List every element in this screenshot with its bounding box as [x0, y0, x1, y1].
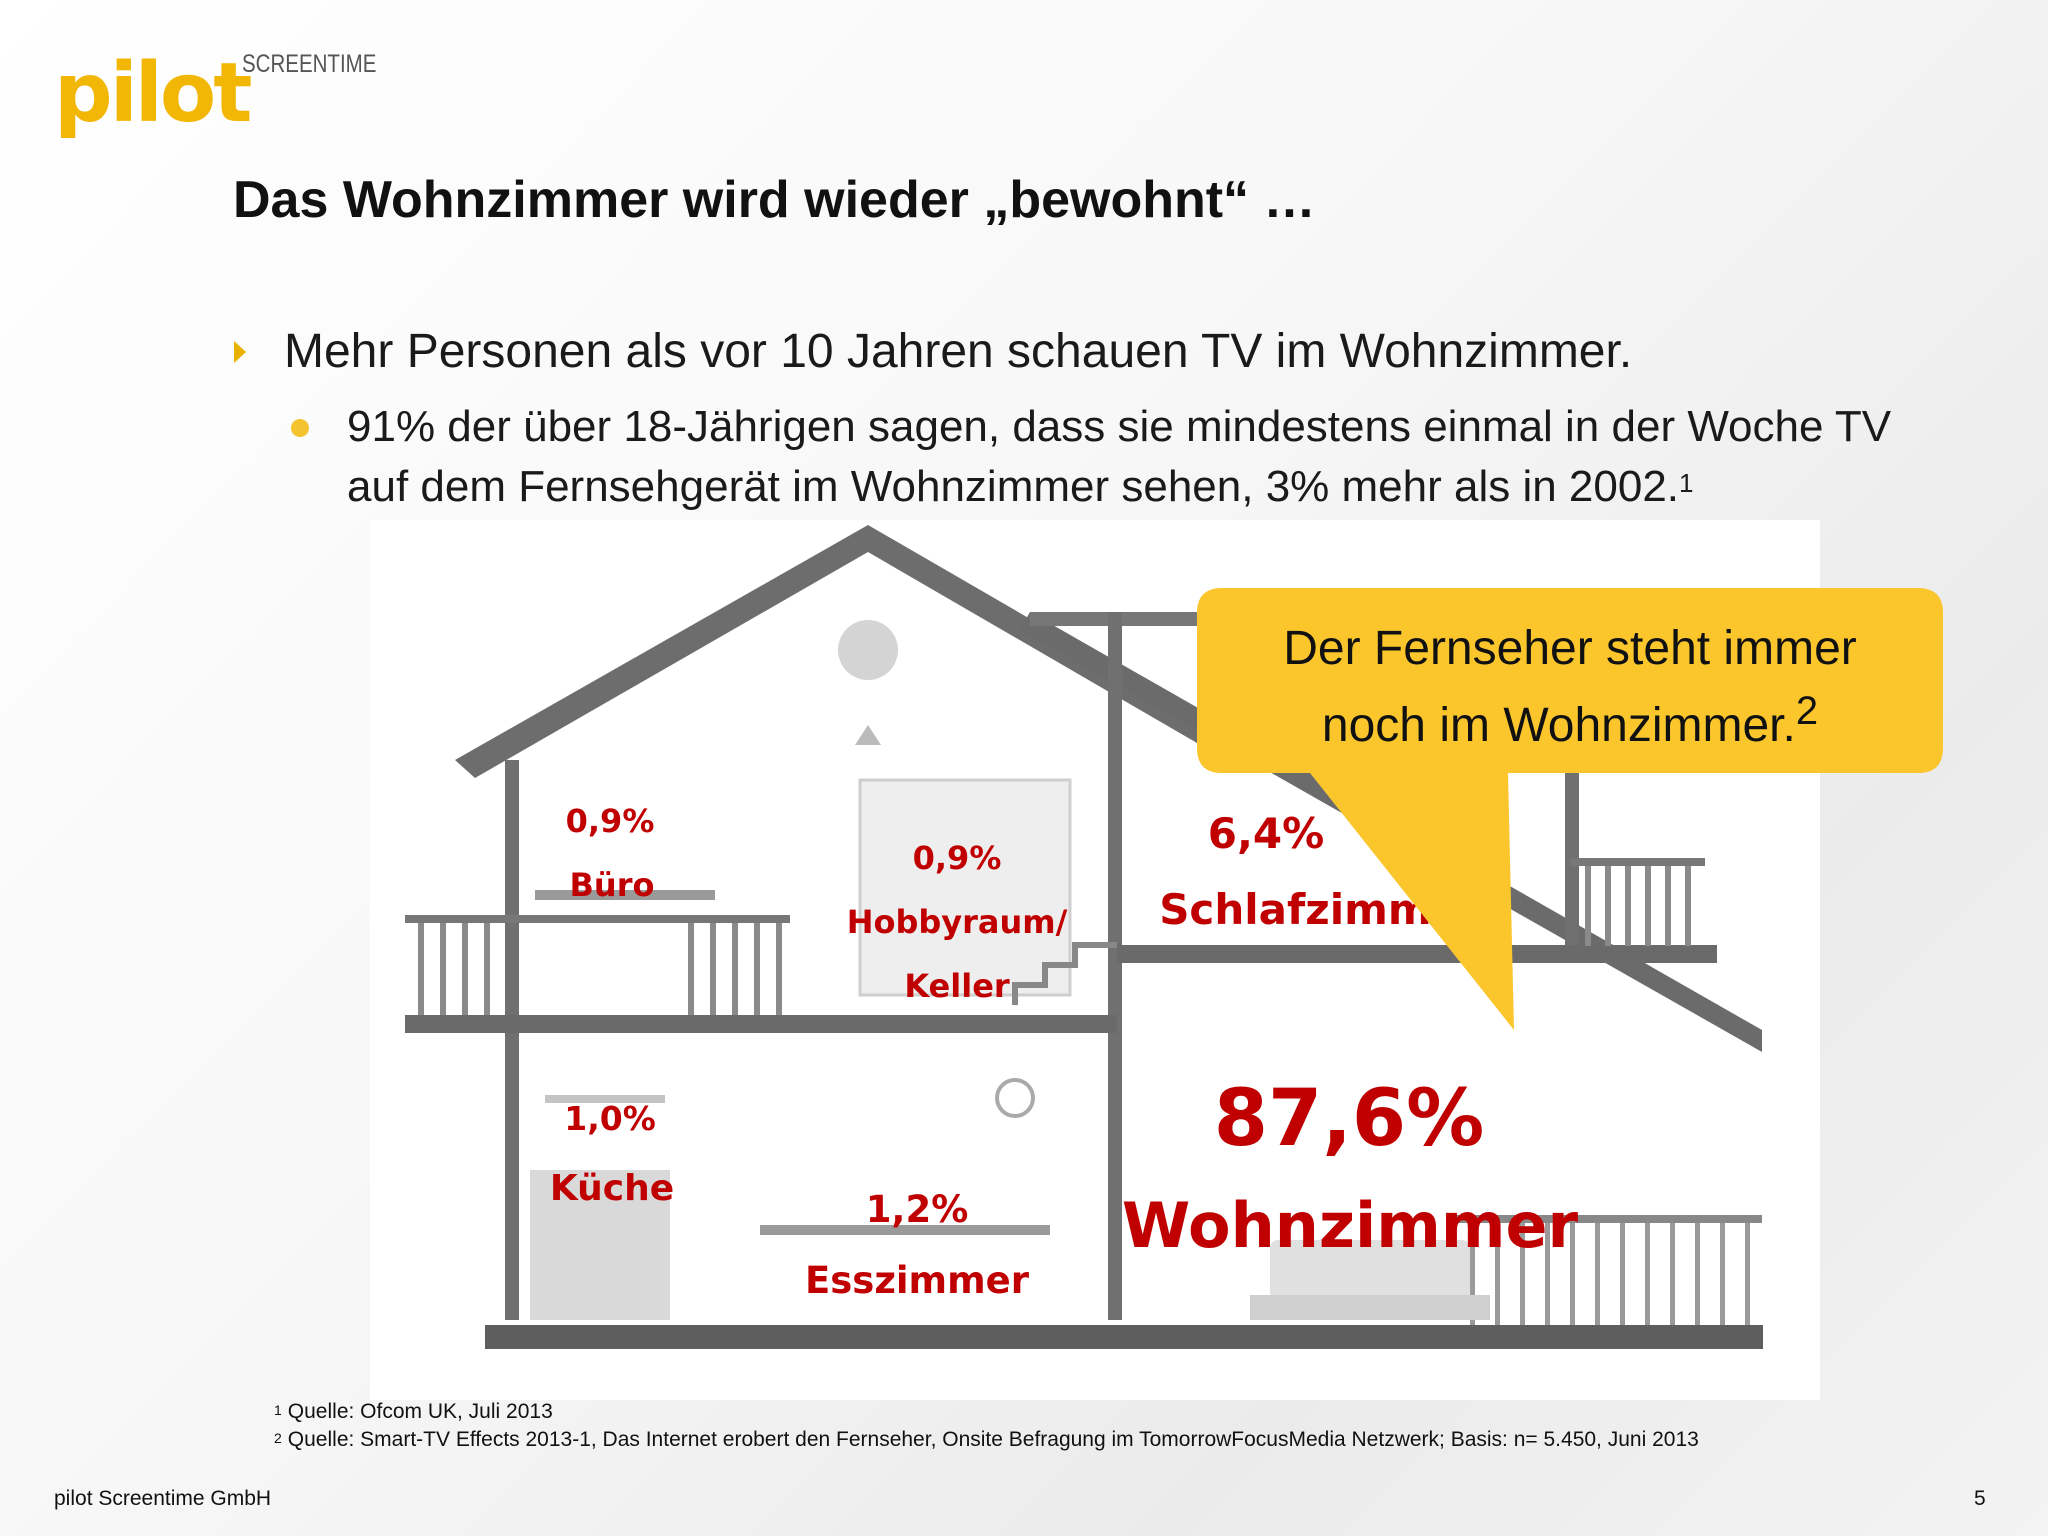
ground-fence-bars — [1470, 1223, 1750, 1325]
footnote-ref-1: 1 — [1679, 468, 1694, 498]
pilot-logo: pilot SCREENTIME — [54, 44, 414, 154]
footnote-1: 1 Quelle: Ofcom UK, Juli 2013 — [274, 1399, 553, 1425]
wohn-label: Wohnzimmer — [1122, 1189, 1579, 1262]
kueche-value: 1,0% — [564, 1099, 656, 1138]
speech-bubble-text: Der Fernseher steht immer noch im Wohnzi… — [1196, 618, 1944, 757]
dining-table — [760, 1225, 1050, 1235]
bullet-level2-line2: auf dem Fernsehgerät im Wohnzimmer sehen… — [347, 462, 1680, 511]
office-desk — [535, 890, 715, 900]
ground-fence-rail — [1450, 1215, 1762, 1223]
dot-bullet-icon — [291, 419, 309, 437]
stairs — [1012, 942, 1117, 1005]
footnote-2-text: Quelle: Smart-TV Effects 2013-1, Das Int… — [287, 1428, 1699, 1451]
bullet-level1: Mehr Personen als vor 10 Jahren schauen … — [284, 325, 1633, 378]
balcony-rail-right — [1570, 858, 1705, 866]
ess-label: Esszimmer — [805, 1259, 1030, 1302]
bullet-level2-line1: 91% der über 18-Jährigen sagen, dass sie… — [347, 402, 1892, 451]
sofa-base — [1250, 1295, 1490, 1320]
wall-clock — [995, 1078, 1035, 1118]
first-floor-slab — [405, 1015, 1117, 1033]
bedroom-floor-slab — [1117, 945, 1717, 963]
speech-bubble — [1197, 588, 1943, 1030]
logo-tagline: SCREENTIME — [242, 50, 377, 78]
bullet-level2: 91% der über 18-Jährigen sagen, dass sie… — [347, 397, 1987, 517]
footnote-ref-2: 2 — [1795, 689, 1819, 733]
hobby-label-2: Keller — [904, 967, 1010, 1005]
attic-lamp — [855, 725, 881, 745]
logo-wordmark: pilot — [54, 46, 252, 141]
bubble-line2: noch im Wohnzimmer. — [1321, 699, 1796, 752]
bookshelf — [858, 778, 1072, 997]
footnote-2: 2 Quelle: Smart-TV Effects 2013-1, Das In… — [274, 1427, 1699, 1453]
attic-window — [838, 620, 898, 680]
schlaf-value: 6,4% — [1208, 809, 1324, 858]
balcony-bars-right — [1585, 866, 1691, 946]
kueche-label: Küche — [550, 1168, 674, 1209]
buero-label: Büro — [570, 866, 655, 904]
footnote-1-text: Quelle: Ofcom UK, Juli 2013 — [287, 1400, 553, 1423]
left-wall — [505, 760, 519, 1320]
slide-title: Das Wohnzimmer wird wieder „bewohnt“ … — [233, 171, 1316, 229]
sofa — [1270, 1240, 1470, 1300]
buero-value: 0,9% — [566, 802, 655, 840]
ess-value: 1,2% — [866, 1188, 969, 1231]
balcony-bars-left — [418, 923, 782, 1015]
page-number: 5 — [1974, 1487, 1986, 1510]
footnote-1-mark: 1 — [274, 1402, 282, 1418]
bubble-line1: Der Fernseher steht immer — [1283, 622, 1857, 675]
kitchen-cabinet — [530, 1170, 670, 1320]
footnote-2-mark: 2 — [274, 1430, 282, 1446]
wohn-value: 87,6% — [1214, 1074, 1485, 1164]
ground-slab — [485, 1325, 1763, 1349]
hobby-label-1: Hobbyraum/ — [847, 903, 1068, 941]
triangle-bullet-icon — [234, 341, 246, 363]
kitchen-shelf — [545, 1095, 665, 1103]
hobby-value: 0,9% — [913, 839, 1002, 877]
center-wall — [1108, 612, 1122, 1320]
balcony-rail-left — [405, 915, 790, 923]
footer-company: pilot Screentime GmbH — [54, 1487, 272, 1510]
